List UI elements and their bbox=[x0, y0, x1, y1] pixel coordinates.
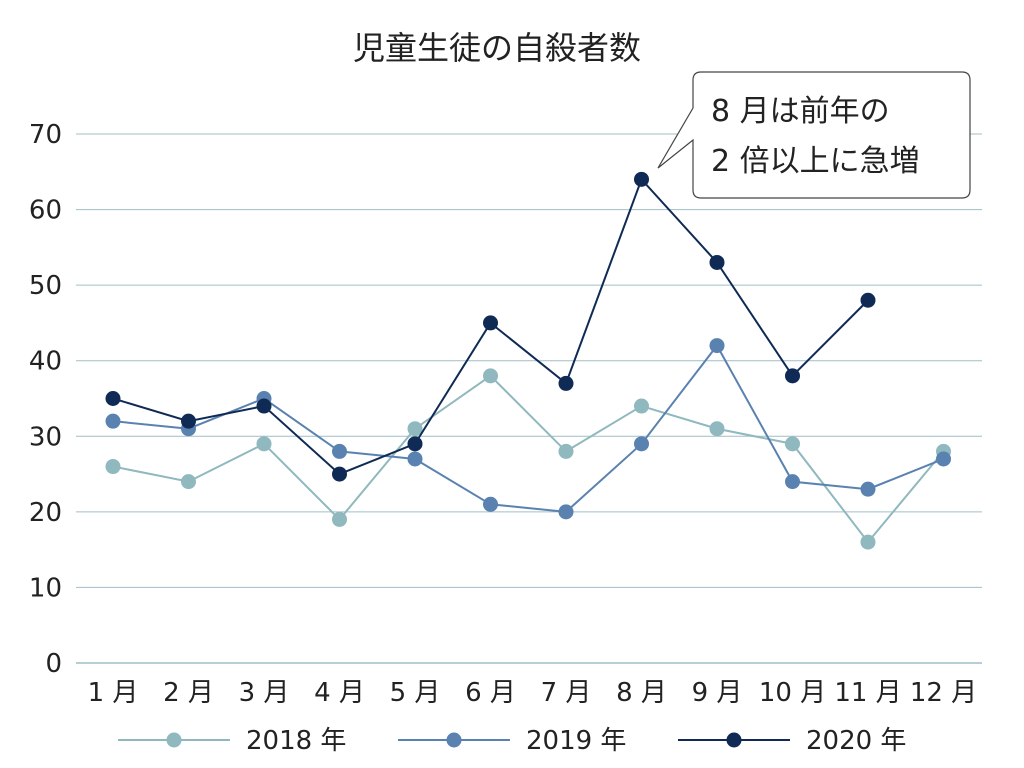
annotation-text-line-1: 8 月は前年の bbox=[711, 94, 890, 129]
legend-label: 2019 年 bbox=[526, 726, 626, 756]
series-2 bbox=[105, 171, 876, 482]
x-axis-tick-labels: 1 月 2 月 3 月 4 月 5 月 6 月 7 月 8 月 9 月 10 月 11 月 12 月 bbox=[88, 678, 978, 708]
data-point bbox=[407, 451, 423, 467]
data-point bbox=[181, 474, 196, 490]
x-tick-label: 3 月 bbox=[239, 678, 290, 708]
grid-lines bbox=[76, 133, 982, 664]
x-tick-label: 4 月 bbox=[314, 678, 365, 708]
data-point bbox=[860, 534, 876, 550]
data-point bbox=[785, 474, 800, 490]
x-tick-label: 11 月 bbox=[834, 678, 901, 708]
legend-item: 2018 年 bbox=[118, 726, 346, 756]
data-point bbox=[483, 496, 498, 512]
x-tick-label: 5 月 bbox=[390, 678, 441, 708]
x-tick-label: 12 月 bbox=[910, 678, 977, 708]
data-point bbox=[785, 368, 800, 384]
chart-title: 児童生徒の自殺者数 bbox=[353, 29, 641, 67]
data-point bbox=[256, 436, 272, 452]
data-point bbox=[407, 436, 423, 452]
legend-marker bbox=[446, 732, 462, 748]
data-point bbox=[860, 481, 876, 497]
legend-label: 2018 年 bbox=[246, 726, 346, 756]
x-tick-label: 9 月 bbox=[692, 678, 743, 708]
legend-item: 2019 年 bbox=[398, 726, 626, 756]
y-tick-label: 0 bbox=[45, 649, 62, 679]
data-point bbox=[709, 338, 725, 354]
y-tick-label: 40 bbox=[29, 347, 62, 377]
series-0 bbox=[105, 368, 951, 550]
x-tick-label: 7 月 bbox=[541, 678, 592, 708]
legend-marker bbox=[166, 732, 182, 748]
series-group bbox=[105, 171, 951, 550]
series-1 bbox=[105, 338, 951, 520]
x-tick-label: 8 月 bbox=[616, 678, 667, 708]
x-tick-label: 6 月 bbox=[465, 678, 516, 708]
data-point bbox=[256, 398, 272, 414]
x-tick-label: 2 月 bbox=[163, 678, 214, 708]
data-point bbox=[332, 443, 347, 459]
data-point bbox=[634, 171, 649, 187]
y-tick-label: 10 bbox=[29, 573, 62, 603]
data-point bbox=[181, 413, 196, 429]
data-point bbox=[332, 511, 347, 527]
data-point bbox=[634, 436, 649, 452]
y-tick-label: 60 bbox=[29, 196, 62, 226]
series-line bbox=[112, 343, 944, 513]
data-point bbox=[936, 451, 951, 467]
legend-label: 2020 年 bbox=[806, 726, 906, 756]
data-point bbox=[407, 421, 423, 437]
y-axis-tick-labels: 0 10 20 30 40 50 60 70 bbox=[29, 120, 62, 679]
y-tick-label: 70 bbox=[29, 120, 62, 150]
data-point bbox=[332, 466, 347, 482]
y-tick-label: 50 bbox=[29, 271, 62, 301]
x-tick-label: 10 月 bbox=[759, 678, 826, 708]
data-point bbox=[105, 459, 121, 475]
legend: 2018 年 2019 年 2020 年 bbox=[118, 726, 906, 756]
legend-item: 2020 年 bbox=[678, 726, 906, 756]
series-line bbox=[112, 374, 945, 544]
annotation-box bbox=[657, 71, 971, 199]
data-point bbox=[785, 436, 800, 452]
data-point bbox=[558, 443, 574, 459]
data-point bbox=[483, 315, 498, 331]
y-tick-label: 30 bbox=[29, 422, 62, 452]
data-point bbox=[709, 254, 725, 270]
data-point bbox=[105, 391, 121, 406]
data-point bbox=[634, 398, 649, 414]
data-point bbox=[558, 504, 574, 520]
y-tick-label: 20 bbox=[29, 498, 62, 528]
data-point bbox=[105, 413, 121, 429]
data-point bbox=[483, 368, 498, 384]
x-tick-label: 1 月 bbox=[88, 678, 139, 708]
data-point bbox=[709, 421, 725, 437]
annotation-callout: 8 月は前年の 2 倍以上に急増 bbox=[657, 71, 971, 199]
annotation-text-line-2: 2 倍以上に急増 bbox=[711, 144, 920, 179]
legend-marker bbox=[726, 732, 742, 748]
data-point bbox=[860, 292, 876, 308]
data-point bbox=[558, 375, 574, 391]
